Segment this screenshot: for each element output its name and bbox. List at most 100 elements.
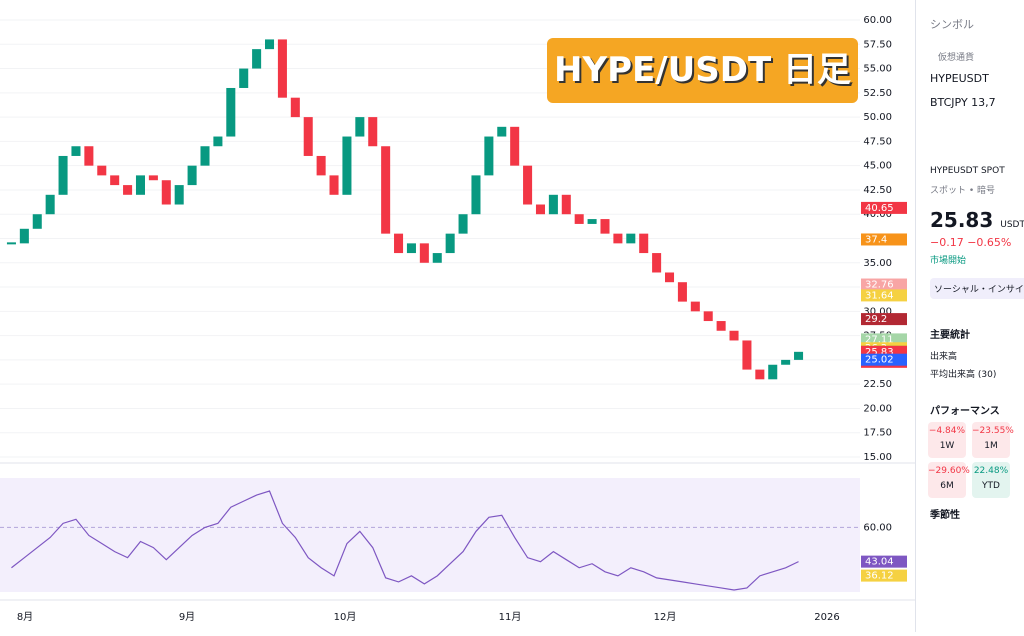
candle — [419, 243, 429, 263]
candle — [368, 117, 378, 147]
candle — [355, 117, 365, 137]
candle — [471, 175, 481, 215]
candle — [290, 97, 300, 118]
candle — [226, 87, 236, 137]
y-tick-label: 45.00 — [863, 161, 892, 172]
rsi-badge — [861, 555, 907, 568]
perf-period: YTD — [982, 481, 1000, 491]
candle — [458, 214, 468, 234]
candle — [6, 242, 16, 245]
y-tick-label: 35.00 — [863, 258, 892, 269]
x-tick-label: 8月 — [17, 611, 33, 623]
candle — [497, 126, 507, 137]
chart: 60.00 57.50 55.00 52.50 50.00 47.50 45.00 42.50… — [0, 15, 915, 623]
candle — [781, 359, 791, 365]
candle — [148, 175, 158, 181]
price-badge — [861, 278, 907, 291]
candle — [381, 146, 391, 234]
candle — [174, 185, 184, 205]
perf-period: 1M — [984, 441, 998, 451]
symbol-row[interactable]: BTCJPY 13,7 — [930, 96, 996, 109]
candle — [32, 214, 42, 229]
rsi-tick-label: 60.00 — [863, 522, 892, 533]
candle — [97, 165, 107, 176]
candle — [432, 253, 442, 263]
price-label: 25.83 — [865, 347, 894, 358]
candle — [123, 185, 133, 195]
candle — [45, 194, 55, 215]
candle — [213, 136, 223, 147]
candle — [71, 146, 81, 156]
currency: USDT — [1000, 220, 1024, 230]
perf-period: 1W — [939, 441, 955, 451]
candle — [484, 136, 494, 176]
candle — [729, 330, 739, 341]
candle — [652, 253, 662, 273]
candle — [677, 282, 687, 302]
candle — [703, 311, 713, 322]
rsi-badge — [861, 569, 907, 582]
price-label: 27.11 — [865, 334, 894, 345]
candle — [239, 68, 249, 88]
candle — [768, 364, 778, 380]
x-tick-label: 2026 — [814, 612, 839, 623]
volume: 出来高 — [930, 352, 958, 362]
perf-cell: −4.84% 1W — [928, 422, 966, 458]
candle — [535, 204, 545, 215]
candle — [794, 351, 804, 360]
symbol-name: HYPEUSDT SPOT — [930, 166, 1005, 176]
price-value: 25.83 — [930, 208, 994, 232]
price-badge — [861, 201, 907, 214]
avg-volume: 平均出来高 (30) — [930, 370, 997, 380]
y-tick-label: 15.00 — [863, 452, 892, 463]
y-tick-label: 55.00 — [863, 64, 892, 75]
y-tick-label: 22.50 — [863, 379, 892, 390]
x-tick-label: 12月 — [654, 611, 677, 623]
rsi-label: 36.12 — [865, 571, 894, 582]
candle — [303, 117, 313, 156]
candle — [716, 321, 726, 331]
perf-title: パフォーマンス — [930, 406, 1000, 417]
y-tick-label: 52.50 — [863, 88, 892, 99]
candle — [342, 136, 352, 195]
candle — [58, 155, 68, 195]
candle — [110, 175, 120, 186]
candle — [755, 369, 765, 380]
seasonal: 季節性 — [930, 510, 960, 521]
price-badge — [861, 353, 907, 366]
candle — [523, 165, 533, 205]
price-label: 31.64 — [865, 290, 894, 301]
y-tick-label: 40.00 — [863, 209, 892, 220]
candle — [161, 180, 171, 205]
price-label: 25.02 — [865, 355, 894, 366]
header: シンボル — [930, 18, 974, 31]
y-tick-label: 30.00 — [863, 306, 892, 317]
y-tick-label: 20.00 — [863, 403, 892, 414]
perf-cell: 22.48% YTD — [972, 462, 1010, 498]
candle — [742, 340, 752, 370]
perf-value: −4.84% — [928, 426, 966, 436]
candle — [84, 146, 94, 166]
price: 25.83 USDT — [930, 208, 1024, 232]
group: 仮想通貨 — [938, 53, 975, 63]
price-label: 37.4 — [865, 234, 887, 245]
candle — [626, 233, 636, 244]
symbol-row[interactable]: HYPEUSDT — [930, 72, 989, 85]
candle — [510, 126, 520, 166]
price-label: 32.76 — [865, 280, 894, 291]
x-tick-label: 10月 — [334, 611, 357, 623]
candle — [316, 155, 326, 176]
price-badge — [861, 289, 907, 302]
candle — [406, 243, 416, 254]
x-tick-label: 11月 — [499, 611, 522, 623]
perf-period: 6M — [940, 481, 954, 491]
candle — [639, 233, 649, 254]
status: 市場開始 — [930, 256, 967, 266]
price-badge — [861, 233, 907, 246]
perf-value: 22.48% — [973, 466, 1009, 476]
social[interactable]: ソーシャル・インサイト — [930, 278, 1024, 299]
candle — [665, 272, 675, 283]
perf-cell: −29.60% 6M — [928, 462, 970, 498]
y-tick-label: 50.00 — [863, 112, 892, 123]
